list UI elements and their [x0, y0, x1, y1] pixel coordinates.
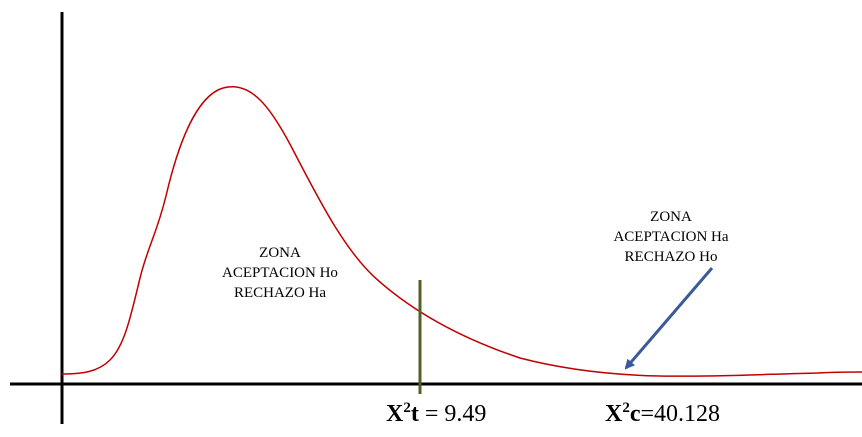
critical-separator: =	[418, 401, 445, 427]
computed-subscript-letter: c	[629, 401, 641, 427]
acceptance-zone-ho-label: ZONA ACEPTACION Ho RECHAZO Ha	[215, 243, 345, 303]
computed-value: 40.128	[654, 401, 721, 427]
zone-ho-line-1: ZONA	[259, 245, 301, 261]
zone-ha-line-3: RECHAZO Ho	[624, 249, 718, 265]
zone-ha-line-2: ACEPTACION Ha	[613, 229, 729, 245]
computed-superscript: 2	[622, 400, 630, 416]
computed-value-arrow	[624, 267, 714, 370]
critical-superscript: 2	[403, 400, 411, 416]
computed-symbol-letter: X	[605, 401, 623, 427]
zone-ha-line-1: ZONA	[650, 209, 692, 225]
critical-subscript-letter: t	[410, 401, 419, 427]
computed-separator: =	[640, 401, 655, 427]
zone-ho-line-2: ACEPTACION Ho	[222, 265, 338, 281]
critical-value-label: X2t = 9.49	[386, 399, 486, 429]
critical-value: 9.49	[444, 401, 487, 427]
zone-ho-line-3: RECHAZO Ha	[233, 285, 327, 301]
computed-value-label: X2c=40.128	[605, 399, 720, 429]
critical-symbol: X2t	[386, 400, 419, 428]
acceptance-zone-ha-label: ZONA ACEPTACION Ha RECHAZO Ho	[596, 207, 746, 267]
critical-symbol-letter: X	[386, 401, 404, 427]
distribution-curve	[61, 86, 862, 377]
computed-symbol: X2c	[605, 400, 641, 428]
